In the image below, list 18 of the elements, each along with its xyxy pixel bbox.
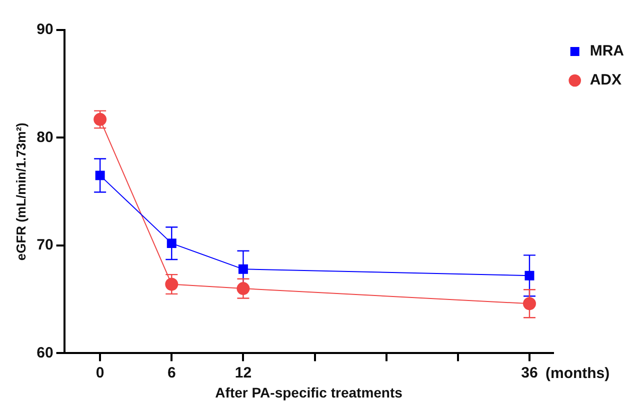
x-tick-label: 36 [521,364,538,382]
point [238,264,248,274]
point [95,170,105,180]
x-tick-label: 12 [234,364,252,382]
legend-label: MRA [590,42,624,60]
y-axis-title: eGFR (mL/min/1.73m²) [13,122,28,261]
point [166,238,176,248]
y-tick-label: 70 [36,236,54,254]
y-tick-label: 60 [36,344,54,362]
x-axis-title: After PA-specific treatments [215,384,403,400]
legend-label: ADX [590,72,622,89]
x-tick-label: 0 [96,364,104,382]
y-tick-label: 90 [36,21,54,38]
x-tick-label: 6 [167,364,176,382]
point [524,270,534,280]
text: (months) [545,364,610,382]
point [522,297,536,310]
y-tick-label: 80 [36,128,54,146]
